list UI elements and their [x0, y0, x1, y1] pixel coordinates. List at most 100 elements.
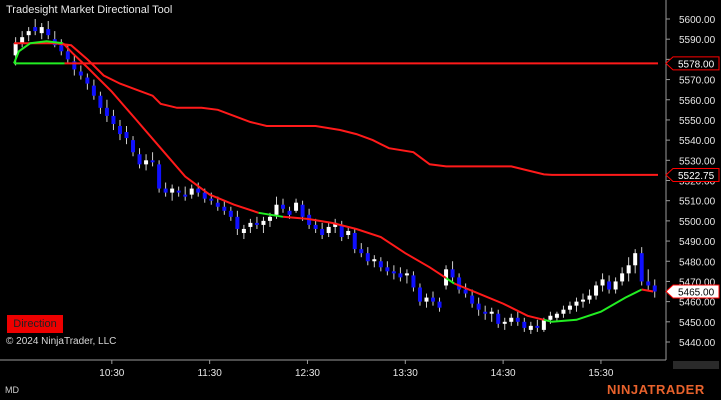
candle-bull[interactable] [633, 253, 638, 266]
candle-bull[interactable] [261, 220, 266, 225]
candle-bear[interactable] [339, 224, 344, 238]
candle-bear[interactable] [117, 125, 122, 135]
candle-bull[interactable] [502, 321, 507, 324]
candle-bear[interactable] [163, 188, 168, 193]
candle-bear[interactable] [287, 210, 292, 215]
candle-bear[interactable] [398, 273, 403, 278]
candle-bear[interactable] [639, 253, 644, 282]
candle-bull[interactable] [144, 160, 149, 165]
candle-bull[interactable] [594, 285, 599, 296]
candle-bear[interactable] [281, 204, 286, 209]
candle-bear[interactable] [91, 85, 96, 96]
candle-bear[interactable] [183, 194, 188, 197]
candle-bull[interactable] [554, 313, 559, 318]
candle-bear[interactable] [359, 249, 364, 254]
candle-bear[interactable] [137, 154, 142, 165]
candle-bear[interactable] [46, 29, 51, 36]
candle-bull[interactable] [170, 188, 175, 193]
candle-bear[interactable] [437, 301, 442, 308]
candle-bear[interactable] [652, 285, 657, 292]
candle-bear[interactable] [33, 27, 38, 32]
candle-bear[interactable] [59, 45, 64, 52]
horizontal-scrollbar[interactable] [673, 361, 719, 369]
candle-bear[interactable] [352, 232, 357, 250]
candle-bear[interactable] [222, 206, 227, 211]
candle-bull[interactable] [613, 281, 618, 290]
candle-bear[interactable] [78, 71, 83, 76]
candle-bear[interactable] [131, 140, 136, 153]
candle-bear[interactable] [450, 269, 455, 278]
candle-bear[interactable] [196, 188, 201, 193]
candle-bear[interactable] [300, 204, 305, 217]
direction-button[interactable]: Direction [7, 315, 63, 333]
candle-bear[interactable] [235, 216, 240, 229]
candle-bear[interactable] [98, 95, 103, 108]
candle-bear[interactable] [215, 202, 220, 207]
candle-bull[interactable] [333, 222, 338, 227]
candle-bear[interactable] [522, 321, 527, 328]
candle-bear[interactable] [515, 317, 520, 322]
candle-bear[interactable] [124, 132, 129, 139]
candle-bear[interactable] [157, 164, 162, 189]
candle-bull[interactable] [346, 230, 351, 236]
candle-bear[interactable] [535, 325, 540, 328]
candle-bull[interactable] [620, 273, 625, 282]
candle-bull[interactable] [241, 228, 246, 233]
time-axis[interactable]: 10:30 11:30 12:30 13:30 14:30 15:30 [99, 360, 614, 379]
candle-bear[interactable] [202, 192, 207, 199]
candle-bull[interactable] [581, 299, 586, 302]
candle-bull[interactable] [294, 202, 299, 211]
candle-bull[interactable] [600, 279, 605, 286]
plot-area[interactable] [0, 0, 666, 360]
candle-bull[interactable] [489, 311, 494, 314]
candle-bull[interactable] [267, 216, 272, 221]
candle-bear[interactable] [313, 224, 318, 229]
candle-bull[interactable] [567, 305, 572, 310]
candle-bear[interactable] [646, 281, 651, 286]
candle-bear[interactable] [365, 253, 370, 262]
candle-bear[interactable] [385, 267, 390, 272]
candle-bull[interactable] [274, 204, 279, 215]
candle-bull[interactable] [509, 317, 514, 322]
candle-bear[interactable] [228, 210, 233, 217]
candle-bear[interactable] [476, 303, 481, 310]
candle-bull[interactable] [626, 265, 631, 274]
candle-bear[interactable] [431, 297, 436, 302]
candle-bear[interactable] [72, 61, 77, 70]
candle-bull[interactable] [13, 43, 18, 56]
candle-bull[interactable] [326, 226, 331, 233]
candle-bear[interactable] [496, 313, 501, 324]
candle-bull[interactable] [548, 315, 553, 320]
candle-bear[interactable] [254, 222, 259, 225]
candle-bull[interactable] [528, 325, 533, 330]
candle-bear[interactable] [417, 287, 422, 302]
candle-bear[interactable] [320, 228, 325, 236]
candle-bear[interactable] [209, 198, 214, 201]
candle-bear[interactable] [463, 289, 468, 294]
candle-bull[interactable] [424, 297, 429, 302]
candle-bear[interactable] [483, 311, 488, 314]
candle-bear[interactable] [111, 115, 116, 124]
price-axis[interactable]: 5600.005590.005580.005570.005560.005550.… [666, 15, 716, 349]
candle-bull[interactable] [26, 31, 31, 36]
candle-bear[interactable] [378, 261, 383, 268]
candle-bull[interactable] [574, 301, 579, 306]
candle-bear[interactable] [607, 281, 612, 290]
candle-bull[interactable] [541, 319, 546, 330]
candle-bear[interactable] [65, 51, 70, 60]
candle-bear[interactable] [104, 107, 109, 116]
candle-bear[interactable] [411, 275, 416, 288]
candle-bull[interactable] [372, 259, 377, 262]
candle-bull[interactable] [39, 27, 44, 34]
candle-bear[interactable] [85, 77, 90, 84]
candle-bull[interactable] [189, 188, 194, 195]
candle-bull[interactable] [587, 295, 592, 300]
candle-bull[interactable] [404, 273, 409, 276]
candle-bear[interactable] [470, 295, 475, 304]
candle-bull[interactable] [20, 37, 25, 44]
candle-bear[interactable] [150, 160, 155, 163]
candle-bear[interactable] [176, 190, 181, 193]
candle-bull[interactable] [248, 222, 253, 227]
candle-bear[interactable] [391, 271, 396, 274]
